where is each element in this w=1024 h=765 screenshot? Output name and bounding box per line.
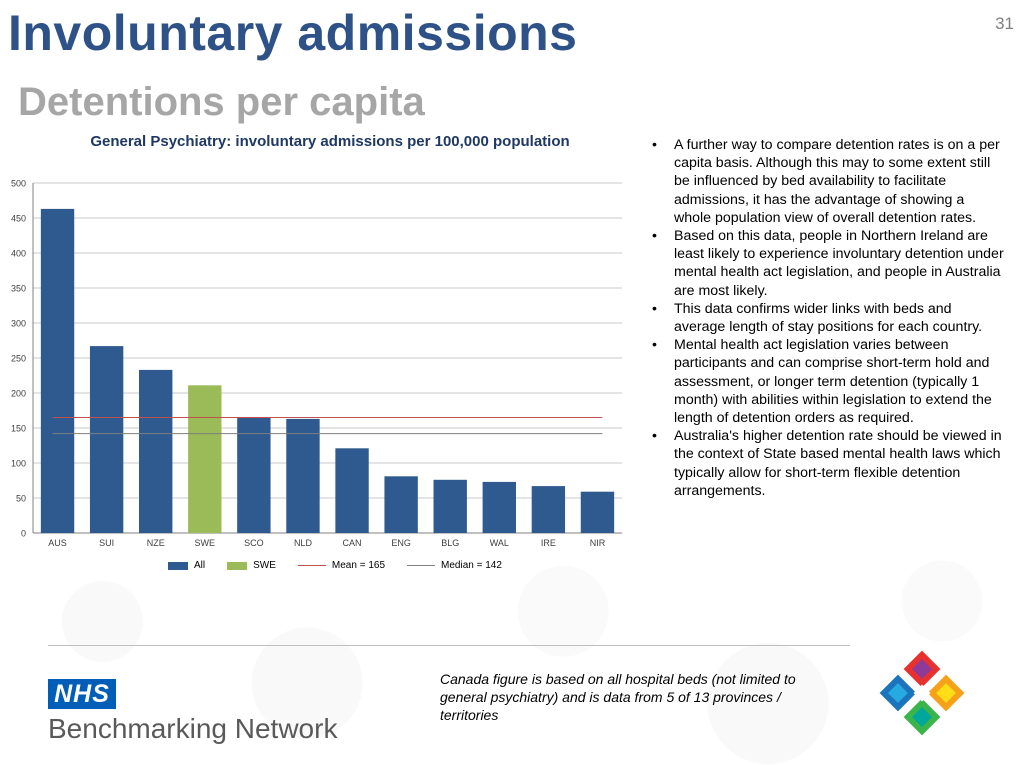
y-tick-label: 100	[11, 459, 26, 469]
benchmarking-network-logo-icon	[879, 650, 965, 736]
y-tick-label: 500	[11, 179, 26, 189]
legend-label-median: Median = 142	[441, 560, 502, 571]
legend-item-median: Median = 142	[407, 560, 502, 571]
bar-all-wal	[482, 481, 516, 533]
chart-title: General Psychiatry: involuntary admissio…	[90, 133, 570, 150]
canada-footnote: Canada figure is based on all hospital b…	[440, 671, 796, 723]
nhs-logo: NHS	[48, 679, 116, 709]
legend-label-swe: SWE	[253, 560, 276, 571]
bar-all-blg	[433, 479, 467, 533]
bullet-item: Based on this data, people in Northern I…	[650, 227, 1005, 300]
y-tick-label: 350	[11, 284, 26, 294]
legend-swatch-all	[168, 561, 188, 570]
bullet-item: Australia's higher detention rate should…	[650, 427, 1005, 500]
page-number: 31	[995, 14, 1014, 33]
bar-all-eng	[384, 476, 418, 533]
y-tick-label: 450	[11, 214, 26, 224]
footer-divider	[48, 645, 850, 646]
legend-item-all: All	[168, 560, 205, 571]
bar-all-nld	[286, 418, 320, 533]
bar-swe-swe	[188, 385, 222, 533]
x-tick-label: IRE	[541, 538, 556, 548]
slide-subtitle: Detentions per capita	[18, 80, 425, 124]
x-tick-label: ENG	[391, 538, 411, 548]
y-tick-label: 250	[11, 354, 26, 364]
x-tick-label: SUI	[99, 538, 114, 548]
x-tick-label: BLG	[441, 538, 459, 548]
network-name: Benchmarking Network	[48, 713, 338, 744]
x-tick-label: NZE	[147, 538, 165, 548]
y-tick-label: 400	[11, 249, 26, 259]
y-tick-label: 150	[11, 424, 26, 434]
x-tick-label: NIR	[590, 538, 606, 548]
x-tick-label: SWE	[195, 538, 216, 548]
chart-legend: All SWE Mean = 165 Median = 142	[168, 560, 524, 571]
legend-swatch-mean	[297, 565, 326, 566]
bar-all-ire	[531, 486, 566, 533]
x-tick-label: NLD	[294, 538, 313, 548]
legend-swatch-median	[407, 565, 436, 566]
bullet-item: This data confirms wider links with beds…	[650, 300, 1005, 336]
background-pattern	[0, 560, 1024, 765]
bar-chart: 0 50 100 150 200 250 300 350 400 450 500 AUS SUI NZE S…	[11, 179, 622, 548]
y-tick-label: 50	[16, 494, 26, 504]
legend-swatch-swe	[227, 561, 248, 570]
bar-all-sui	[89, 346, 124, 533]
slide-title: Involuntary admissions	[8, 5, 578, 61]
y-tick-label: 0	[21, 529, 26, 539]
x-tick-label: WAL	[490, 538, 509, 548]
bar-all-nir	[580, 491, 615, 533]
legend-item-mean: Mean = 165	[297, 560, 386, 571]
bar-all-aus	[40, 208, 75, 533]
bar-all-nze	[139, 369, 173, 533]
x-tick-label: SCO	[244, 538, 264, 548]
bar-all-sco	[237, 417, 271, 533]
bullet-list: A further way to compare detention rates…	[650, 136, 1005, 500]
bar-all-can	[335, 448, 369, 533]
legend-item-swe: SWE	[227, 560, 276, 571]
bullet-item: A further way to compare detention rates…	[650, 136, 1005, 227]
y-tick-label: 300	[11, 319, 26, 329]
legend-label-all: All	[194, 560, 206, 571]
x-tick-label: CAN	[343, 538, 362, 548]
y-tick-label: 200	[11, 389, 26, 399]
x-tick-label: AUS	[48, 538, 67, 548]
bullet-item: Mental health act legislation varies bet…	[650, 336, 1005, 427]
legend-label-mean: Mean = 165	[331, 560, 386, 571]
